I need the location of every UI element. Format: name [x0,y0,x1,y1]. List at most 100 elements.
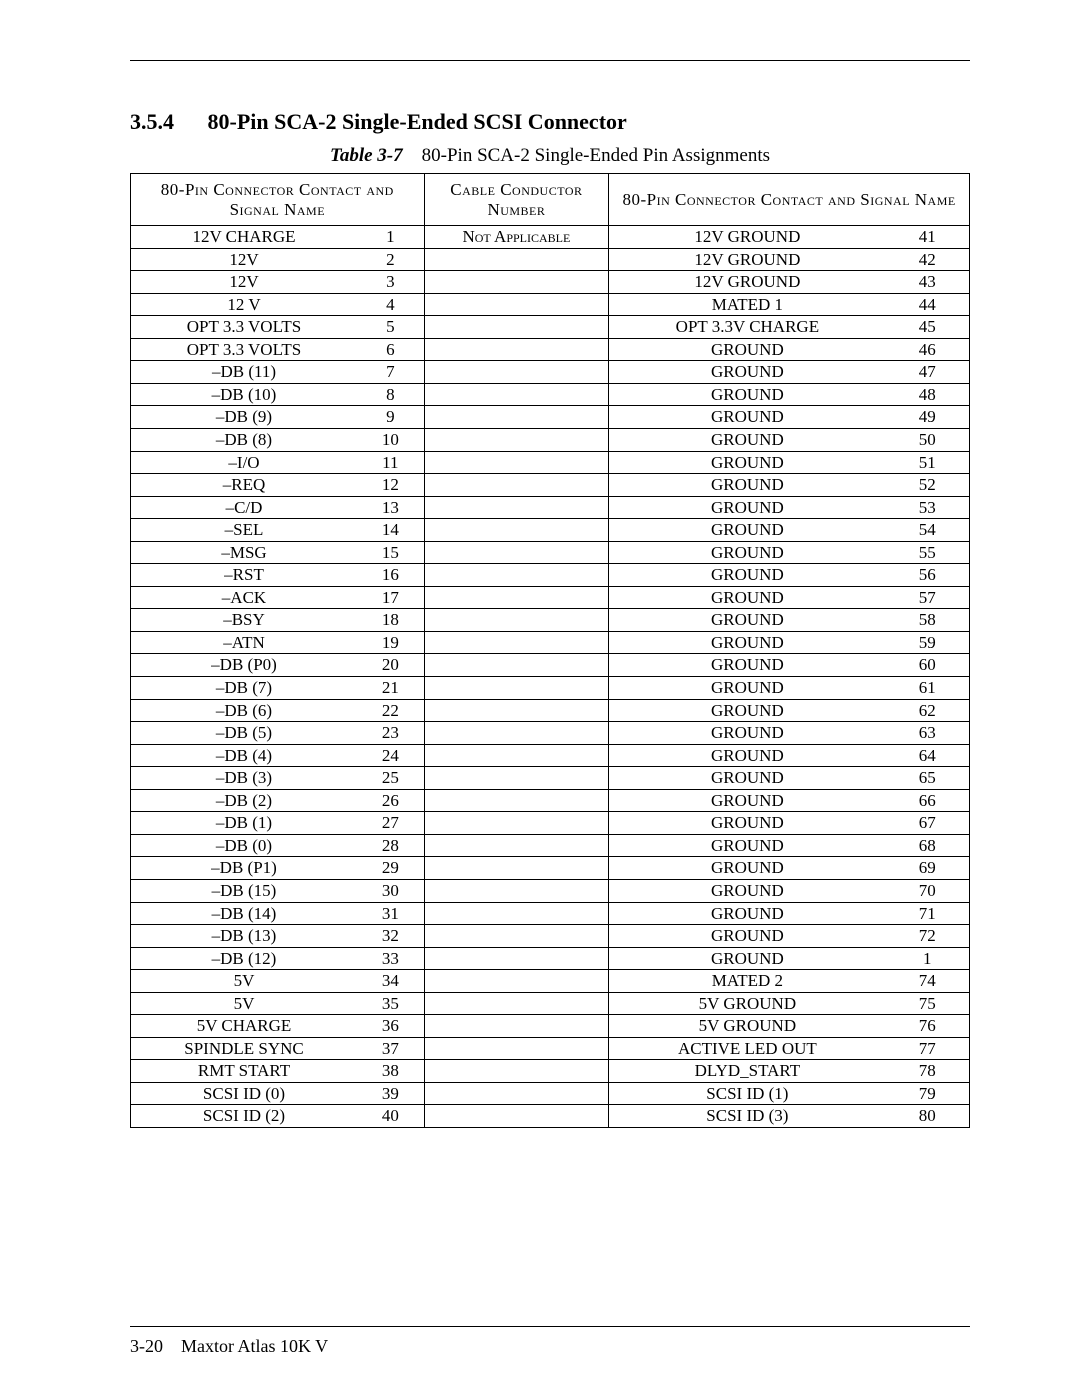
table-row: 12V2 12V GROUND42 [131,248,970,271]
cell-signal-left: –DB (5) [131,722,358,745]
cell-signal-right: GROUND [609,451,886,474]
cell-signal-right: 12V GROUND [609,248,886,271]
cell-pin-left: 33 [357,947,424,970]
cell-signal-left: RMT START [131,1060,358,1083]
table-row: –DB (10)8 GROUND48 [131,383,970,406]
cell-signal-left: SCSI ID (0) [131,1082,358,1105]
cell-pin-left: 39 [357,1082,424,1105]
cell-signal-right: GROUND [609,429,886,452]
cell-signal-right: GROUND [609,496,886,519]
cell-conductor [424,654,609,677]
cell-pin-left: 10 [357,429,424,452]
cell-pin-left: 7 [357,361,424,384]
cell-pin-right: 77 [886,1037,970,1060]
cell-conductor [424,722,609,745]
cell-pin-right: 56 [886,564,970,587]
cell-signal-left: SPINDLE SYNC [131,1037,358,1060]
cell-signal-right: GROUND [609,789,886,812]
cell-pin-left: 24 [357,744,424,767]
cell-signal-right: GROUND [609,361,886,384]
cell-signal-left: OPT 3.3 VOLTS [131,316,358,339]
cell-conductor [424,383,609,406]
cell-pin-left: 30 [357,879,424,902]
table-row: SCSI ID (0)39 SCSI ID (1)79 [131,1082,970,1105]
table-row: 12V CHARGE1Not Applicable12V GROUND41 [131,226,970,249]
cell-conductor [424,1060,609,1083]
cell-signal-left: 12V [131,248,358,271]
cell-pin-left: 3 [357,271,424,294]
cell-signal-left: –DB (0) [131,834,358,857]
cell-pin-left: 32 [357,925,424,948]
cell-pin-left: 6 [357,338,424,361]
header-mid: Cable Conductor Number [424,174,609,226]
cell-signal-right: GROUND [609,722,886,745]
cell-signal-left: –ACK [131,586,358,609]
table-row: –I/O11 GROUND51 [131,451,970,474]
cell-pin-left: 15 [357,541,424,564]
cell-pin-left: 11 [357,451,424,474]
table-row: –BSY18 GROUND58 [131,609,970,632]
cell-signal-right: SCSI ID (1) [609,1082,886,1105]
cell-pin-right: 67 [886,812,970,835]
cell-signal-left: –DB (9) [131,406,358,429]
table-row: –DB (6)22 GROUND62 [131,699,970,722]
cell-conductor [424,541,609,564]
cell-pin-left: 26 [357,789,424,812]
cell-signal-left: –DB (P0) [131,654,358,677]
cell-conductor [424,857,609,880]
doc-title: Maxtor Atlas 10K V [181,1336,328,1356]
cell-signal-right: 5V GROUND [609,992,886,1015]
cell-pin-left: 14 [357,519,424,542]
cell-pin-right: 62 [886,699,970,722]
cell-pin-right: 76 [886,1015,970,1038]
table-row: –DB (4)24 GROUND64 [131,744,970,767]
cell-conductor [424,1105,609,1128]
cell-signal-left: –DB (P1) [131,857,358,880]
table-row: –DB (P0)20 GROUND60 [131,654,970,677]
cell-pin-right: 78 [886,1060,970,1083]
cell-conductor [424,609,609,632]
cell-signal-left: 5V [131,970,358,993]
cell-pin-right: 57 [886,586,970,609]
cell-conductor [424,316,609,339]
table-row: –DB (3)25 GROUND65 [131,767,970,790]
cell-pin-right: 52 [886,474,970,497]
cell-signal-right: MATED 1 [609,293,886,316]
cell-pin-right: 53 [886,496,970,519]
cell-pin-right: 46 [886,338,970,361]
table-row: –DB (12)33 GROUND1 [131,947,970,970]
cell-signal-right: GROUND [609,857,886,880]
header-left: 80-Pin Connector Contact and Signal Name [131,174,425,226]
cell-signal-left: 5V [131,992,358,1015]
table-row: 5V34 MATED 274 [131,970,970,993]
cell-signal-left: 5V CHARGE [131,1015,358,1038]
cell-pin-left: 12 [357,474,424,497]
cell-pin-right: 70 [886,879,970,902]
cell-conductor [424,474,609,497]
cell-signal-left: OPT 3.3 VOLTS [131,338,358,361]
pin-assignments-table: 80-Pin Connector Contact and Signal Name… [130,173,970,1128]
cell-conductor [424,519,609,542]
table-row: –DB (1)27 GROUND67 [131,812,970,835]
cell-pin-right: 65 [886,767,970,790]
cell-signal-left: –DB (7) [131,677,358,700]
table-row: –DB (14)31 GROUND71 [131,902,970,925]
table-row: –DB (15)30 GROUND70 [131,879,970,902]
cell-signal-left: –I/O [131,451,358,474]
cell-pin-left: 1 [357,226,424,249]
cell-signal-left: –REQ [131,474,358,497]
cell-pin-right: 66 [886,789,970,812]
cell-signal-right: GROUND [609,474,886,497]
cell-pin-right: 50 [886,429,970,452]
footer-text: 3-20 Maxtor Atlas 10K V [130,1336,328,1357]
cell-pin-right: 75 [886,992,970,1015]
cell-signal-left: 12 V [131,293,358,316]
cell-signal-right: SCSI ID (3) [609,1105,886,1128]
cell-pin-right: 55 [886,541,970,564]
cell-signal-right: GROUND [609,631,886,654]
cell-signal-right: GROUND [609,902,886,925]
cell-pin-right: 1 [886,947,970,970]
cell-signal-left: –C/D [131,496,358,519]
cell-pin-left: 21 [357,677,424,700]
cell-conductor: Not Applicable [424,226,609,249]
